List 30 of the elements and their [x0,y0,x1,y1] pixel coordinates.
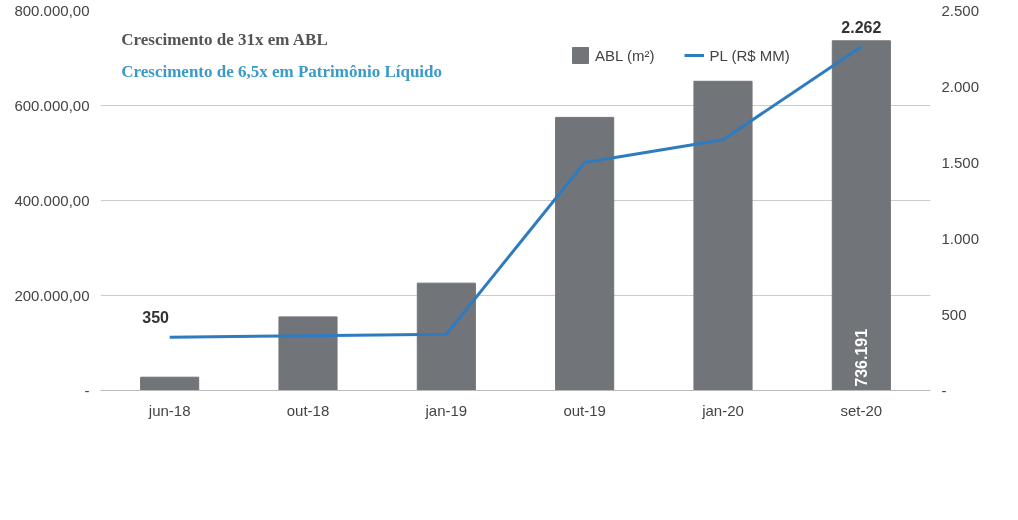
bar [693,80,753,391]
y-tick-label: 600.000,00 [14,96,90,114]
legend-label: PL (R$ MM) [709,46,790,64]
bar [416,282,476,391]
x-tick-label: jan-19 [424,401,468,419]
text: Crescimento de 31x em ABL [121,29,328,49]
y-tick-label: 400.000,00 [14,191,90,209]
data-label: 736.191 [853,328,871,387]
y2-tick-label: - [941,381,947,399]
data-label: 350 [142,309,170,327]
bar [140,376,200,391]
bar [555,116,615,391]
bar [278,316,338,391]
x-tick-label: out-19 [563,401,606,419]
bar [831,40,891,391]
y-tick-label: - [84,381,90,399]
y2-tick-label: 2.000 [941,77,980,95]
y2-tick-label: 500 [941,305,967,323]
text: Crescimento de 6,5x em Patrimônio Líquido [121,61,443,81]
data-label: 2.262 [841,18,882,36]
x-tick-label: out-18 [286,401,330,419]
x-tick-label: jan-20 [701,401,744,419]
y-tick-label: 800.000,00 [14,1,90,19]
legend-label: ABL (m²) [595,46,655,64]
x-tick-label: jun-18 [147,401,191,419]
y2-tick-label: 1.500 [941,153,980,171]
y2-tick-label: 1.000 [941,229,980,247]
x-tick-label: set-20 [840,401,883,419]
y2-tick-label: 2.500 [941,1,980,19]
y-tick-label: 200.000,00 [14,286,90,304]
